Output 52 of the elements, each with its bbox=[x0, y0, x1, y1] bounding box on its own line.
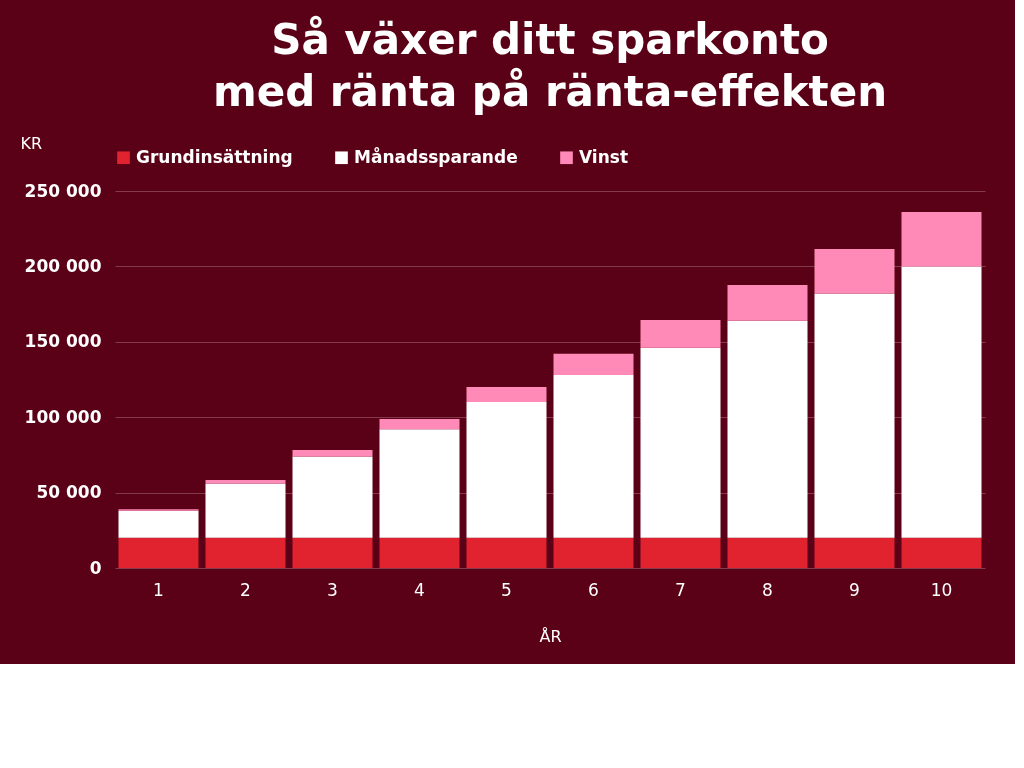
y-tick-label: 100 000 bbox=[24, 406, 102, 427]
x-tick-label: 10 bbox=[930, 579, 953, 600]
x-tick-label: 8 bbox=[762, 579, 773, 600]
bar bbox=[814, 293, 895, 538]
legend-label: Vinst bbox=[579, 146, 629, 167]
y-tick-label: 50 000 bbox=[36, 482, 102, 503]
bar bbox=[292, 456, 373, 538]
bar bbox=[901, 266, 982, 538]
bar bbox=[727, 537, 808, 568]
text: Så växer ditt sparkonto bbox=[271, 15, 829, 64]
legend-label: Månadssparande bbox=[354, 145, 518, 167]
bar bbox=[205, 483, 286, 538]
x-tick-label: 6 bbox=[588, 579, 599, 600]
bar bbox=[118, 537, 199, 568]
bar bbox=[379, 419, 460, 430]
y-tick-label: 200 000 bbox=[24, 255, 102, 276]
bar bbox=[379, 537, 460, 568]
x-tick-label: 7 bbox=[675, 579, 686, 600]
x-tick-label: 3 bbox=[327, 579, 338, 600]
bar bbox=[466, 537, 547, 568]
y-axis-title: KR bbox=[20, 133, 43, 153]
bar bbox=[553, 353, 634, 375]
bar bbox=[640, 320, 721, 348]
y-tick-label: 250 000 bbox=[24, 180, 102, 201]
x-tick-label: 2 bbox=[240, 579, 251, 600]
bar bbox=[466, 387, 547, 403]
x-tick-label: 5 bbox=[501, 579, 512, 600]
bar bbox=[292, 537, 373, 568]
bar bbox=[814, 249, 895, 294]
bar bbox=[379, 429, 460, 538]
bar bbox=[901, 537, 982, 568]
bar bbox=[901, 212, 982, 267]
bar bbox=[640, 347, 721, 538]
bar bbox=[814, 537, 895, 568]
x-tick-label: 4 bbox=[414, 579, 425, 600]
bar bbox=[118, 510, 199, 538]
bar bbox=[640, 537, 721, 568]
bar bbox=[466, 402, 547, 538]
legend-label: Grundinsättning bbox=[136, 146, 293, 167]
x-axis-title: ÅR bbox=[539, 626, 562, 646]
bar bbox=[292, 450, 373, 457]
x-tick-label: 1 bbox=[153, 579, 164, 600]
bar bbox=[553, 537, 634, 568]
x-tick-label: 9 bbox=[849, 579, 860, 600]
bar bbox=[727, 320, 808, 538]
bar bbox=[553, 374, 634, 538]
y-tick-label: 0 bbox=[89, 557, 102, 578]
bar bbox=[205, 480, 286, 484]
bar bbox=[727, 285, 808, 321]
y-tick-label: 150 000 bbox=[24, 331, 102, 352]
bar bbox=[205, 537, 286, 568]
text: med ränta på ränta-effekten bbox=[212, 67, 888, 116]
